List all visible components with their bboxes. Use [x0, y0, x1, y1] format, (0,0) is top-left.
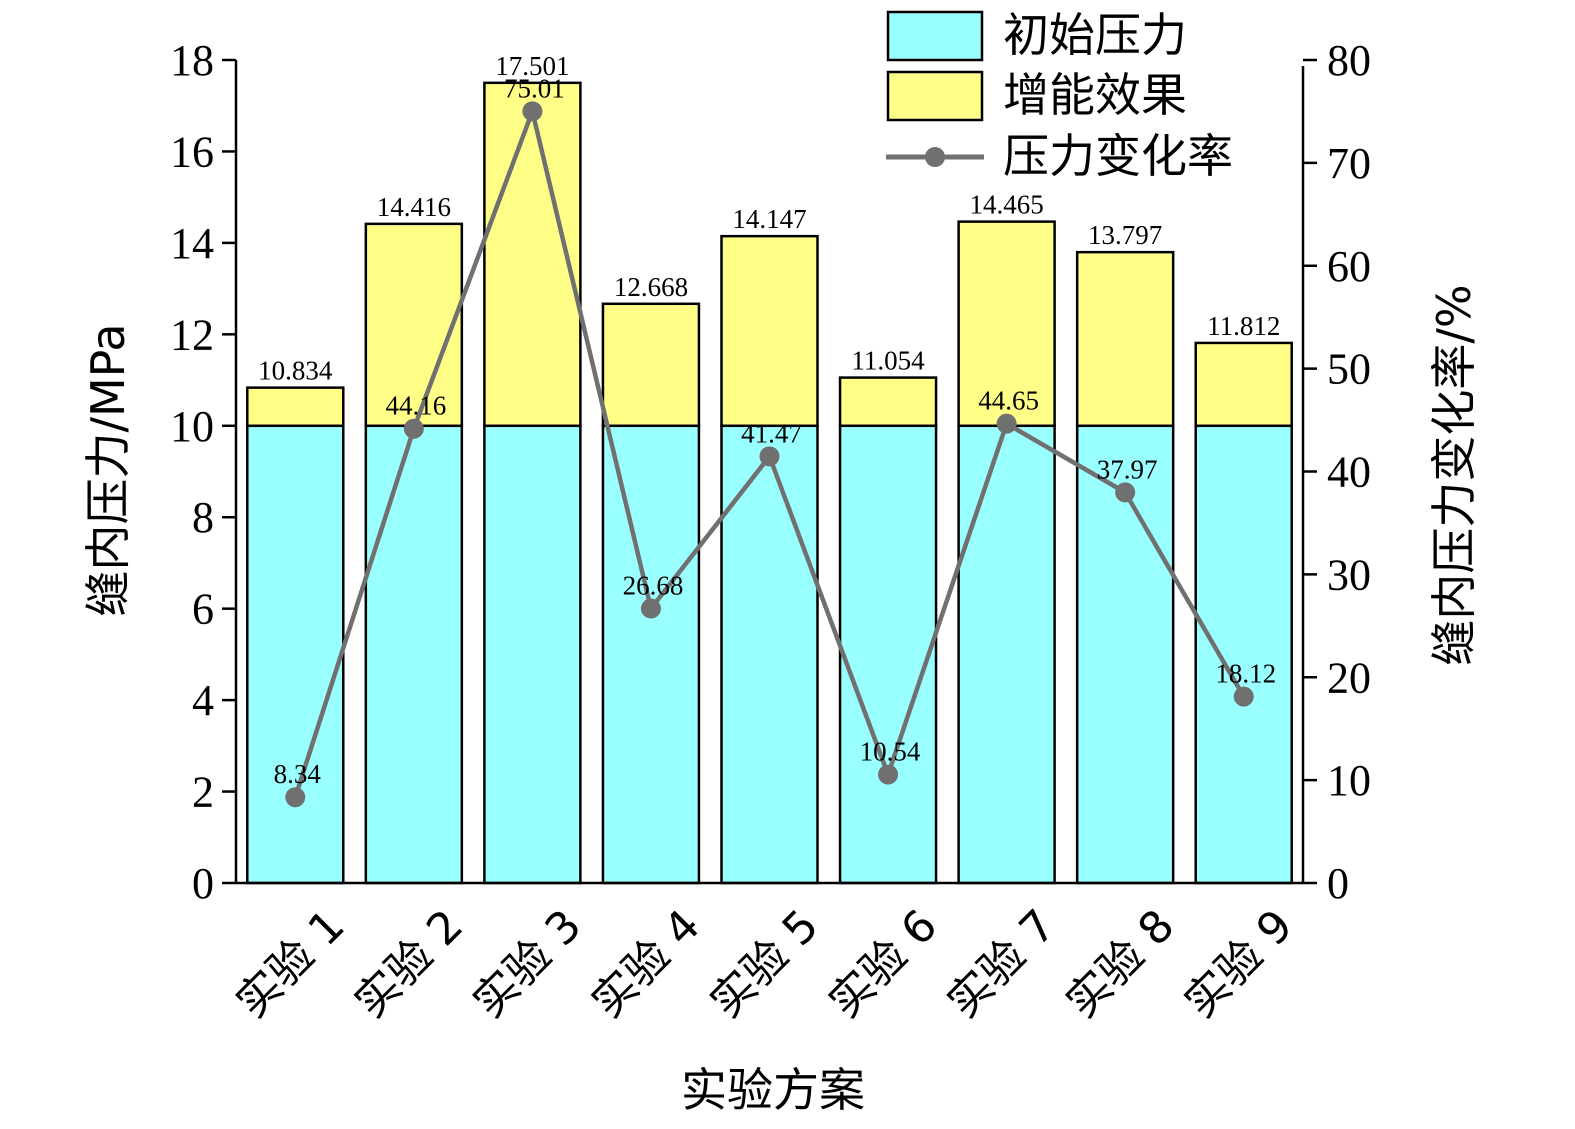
x-category-label: 实验 4 — [582, 900, 710, 1028]
bar-total-label: 13.797 — [1088, 220, 1162, 250]
right-y-tick-label: 60 — [1327, 242, 1371, 291]
right-y-tick-label: 80 — [1327, 36, 1371, 85]
bar-energy-effect — [957, 220, 1056, 428]
legend-label-energy-effect: 增能效果 — [1003, 68, 1187, 122]
right-y-tick-label: 40 — [1327, 448, 1371, 497]
left-y-axis-ticks: 0 2 4 6 8 10 12 14 16 18 — [170, 36, 236, 908]
line-point-pressure-change-rate — [640, 598, 661, 619]
bar-energy-effect — [1075, 250, 1175, 428]
left-y-tick-label: 14 — [170, 219, 214, 268]
bar-total-label: 10.834 — [258, 356, 333, 386]
bar-initial-pressure — [1194, 424, 1293, 885]
line-point-label: 44.16 — [385, 391, 446, 421]
left-y-axis-title: 缝内压力/MPa — [81, 323, 135, 616]
x-category-label: 实验 3 — [464, 900, 592, 1028]
line-point-pressure-change-rate — [522, 101, 543, 122]
bar-initial-pressure — [957, 424, 1056, 885]
x-axis-category-labels: 实验 1实验 2实验 3实验 4实验 5实验 6实验 7实验 8实验 9 — [226, 900, 1302, 1028]
left-y-tick-label: 6 — [192, 585, 214, 634]
legend-label-pressure-change-rate: 压力变化率 — [1003, 129, 1233, 183]
legend: 初始压力 增能效果 压力变化率 — [886, 8, 1233, 183]
bar-energy-effect — [1194, 341, 1293, 428]
right-y-tick-label: 70 — [1327, 139, 1371, 188]
x-category-label: 实验 6 — [819, 900, 947, 1028]
x-category-label: 实验 8 — [1056, 900, 1184, 1028]
line-point-label: 41.47 — [741, 418, 802, 448]
right-y-tick-label: 50 — [1327, 345, 1371, 394]
bar-energy-effect — [601, 302, 701, 428]
line-point-label: 44.65 — [978, 386, 1039, 416]
x-category-label: 实验 5 — [701, 900, 829, 1028]
right-y-tick-label: 30 — [1327, 550, 1371, 599]
bar-total-label: 14.147 — [732, 204, 806, 234]
line-point-label: 37.97 — [1097, 454, 1158, 484]
bar-total-label: 12.668 — [614, 272, 688, 302]
x-category-label: 实验 2 — [345, 900, 473, 1028]
bar-initial-pressure — [364, 424, 464, 885]
bar-total-label: 14.465 — [969, 190, 1043, 220]
line-point-pressure-change-rate — [285, 787, 306, 808]
left-y-tick-label: 16 — [170, 127, 214, 176]
right-y-tick-label: 10 — [1327, 756, 1371, 805]
x-axis-title: 实验方案 — [681, 1063, 865, 1117]
line-point-label: 10.54 — [860, 737, 921, 767]
x-category-label: 实验 7 — [938, 900, 1066, 1028]
left-y-tick-label: 4 — [192, 676, 214, 725]
bar-initial-pressure — [720, 424, 819, 885]
bar-initial-pressure — [483, 424, 582, 885]
line-point-pressure-change-rate — [759, 446, 780, 467]
left-y-tick-label: 8 — [192, 493, 214, 542]
bar-initial-pressure — [246, 424, 345, 885]
line-point-pressure-change-rate — [403, 418, 424, 439]
line-point-label: 26.68 — [623, 571, 684, 601]
bar-total-label: 11.054 — [851, 346, 925, 376]
bar-energy-effect — [720, 234, 819, 428]
line-point-label: 18.12 — [1215, 659, 1276, 689]
right-y-axis-ticks: 0 10 20 30 40 50 60 70 80 — [1303, 36, 1371, 908]
plot-area: 10.834 14.416 17.501 12.668 14.147 11.054 14.4… — [246, 51, 1293, 885]
bar-initial-pressure — [838, 424, 938, 885]
line-point-label: 8.34 — [274, 759, 322, 789]
left-y-tick-label: 12 — [170, 310, 214, 359]
line-point-pressure-change-rate — [878, 764, 899, 785]
right-y-tick-label: 20 — [1327, 653, 1371, 702]
legend-label-initial-pressure: 初始压力 — [1003, 8, 1187, 62]
bar-total-label: 17.501 — [495, 51, 569, 81]
line-point-pressure-change-rate — [1115, 482, 1136, 503]
bar-initial-pressure — [601, 424, 701, 885]
bar-total-label: 14.416 — [377, 192, 451, 222]
bar-energy-effect — [838, 376, 938, 428]
legend-marker-pressure-change-rate — [925, 147, 945, 167]
right-y-axis-title: 缝内压力变化率/% — [1427, 284, 1481, 665]
left-y-tick-label: 18 — [170, 36, 214, 85]
legend-swatch-initial-pressure — [886, 10, 984, 62]
left-y-tick-label: 2 — [192, 768, 214, 817]
left-y-tick-label: 0 — [192, 859, 214, 908]
left-y-tick-label: 10 — [170, 402, 214, 451]
x-category-label: 实验 1 — [226, 900, 354, 1028]
bar-energy-effect — [246, 386, 345, 428]
right-y-tick-label: 0 — [1327, 859, 1349, 908]
legend-swatch-energy-effect — [886, 70, 984, 122]
line-point-pressure-change-rate — [996, 413, 1017, 434]
x-category-label: 实验 9 — [1175, 900, 1303, 1028]
line-point-pressure-change-rate — [1233, 686, 1254, 707]
line-point-label: 75.01 — [504, 73, 565, 103]
bar-total-label: 11.812 — [1207, 311, 1280, 341]
